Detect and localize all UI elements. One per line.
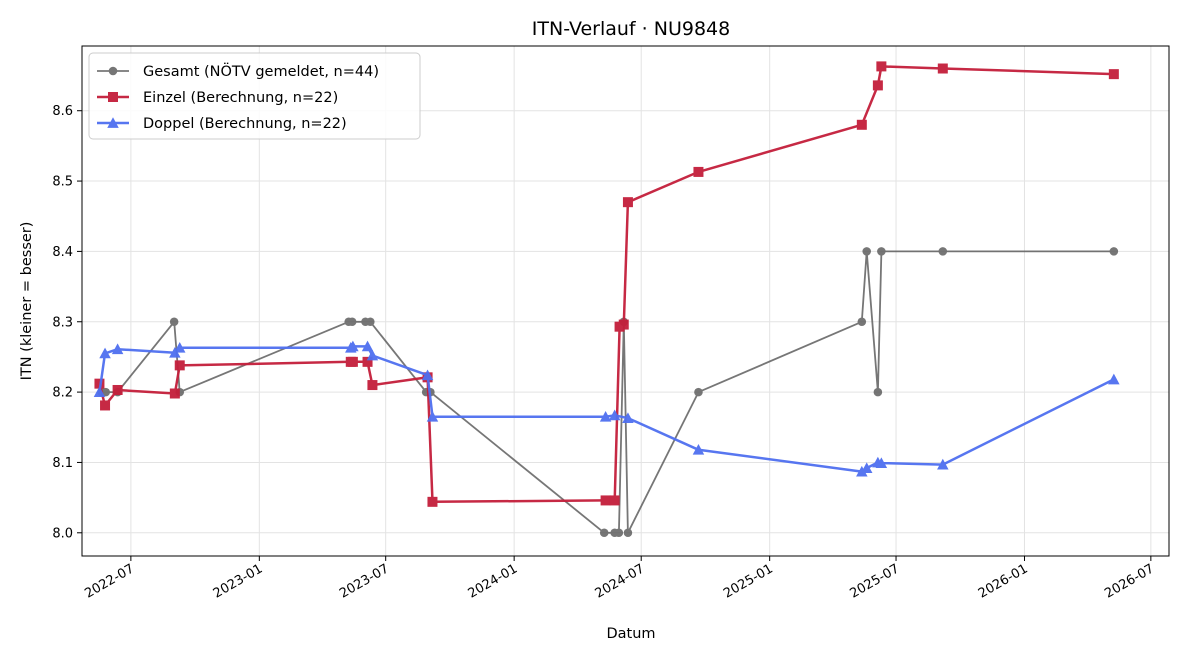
legend-item	[97, 66, 129, 76]
y-tick-label: 8.3	[52, 315, 73, 330]
data-point	[873, 387, 883, 397]
x-tick-label: 2023-07	[337, 561, 392, 601]
data-point	[100, 400, 111, 411]
data-point	[623, 528, 633, 538]
data-point	[600, 495, 611, 506]
data-point	[856, 465, 868, 477]
y-tick-label: 8.4	[52, 245, 73, 260]
data-point	[421, 369, 434, 381]
data-point	[367, 380, 378, 391]
legend-item	[97, 92, 129, 102]
x-tick-label: 2024-01	[466, 561, 521, 601]
y-axis: 8.0 8.1 8.2 8.3 8.4 8.5 8.6	[52, 104, 82, 541]
y-tick-label: 8.0	[52, 526, 73, 541]
data-point	[366, 349, 379, 361]
data-point	[366, 317, 375, 327]
data-point	[347, 340, 359, 352]
data-point	[426, 410, 439, 422]
data-point	[174, 360, 185, 371]
data-point	[937, 63, 948, 74]
data-point	[347, 317, 357, 327]
series-layer	[93, 61, 1120, 538]
data-point	[694, 387, 703, 397]
data-point	[692, 444, 705, 455]
data-point	[1108, 373, 1120, 385]
data-point	[169, 388, 180, 399]
data-point	[173, 342, 186, 353]
data-point	[614, 528, 624, 538]
data-point	[427, 496, 438, 507]
legend-marker	[108, 66, 118, 76]
y-tick-label: 8.2	[52, 386, 73, 401]
data-point	[362, 356, 373, 367]
x-tick-label: 2025-01	[721, 561, 776, 601]
data-point	[111, 343, 124, 355]
data-point	[93, 386, 106, 397]
x-axis: 2022-07 2023-01 2023-07 2024-01 2024-07 2025-…	[82, 556, 1157, 602]
legend: Gesamt (NÖTV gemeldet, n=44) Einzel (Bere…	[88, 52, 421, 140]
data-point	[877, 247, 886, 256]
x-tick-label: 2025-07	[847, 561, 902, 601]
data-point	[856, 119, 867, 130]
data-point	[860, 462, 873, 473]
x-axis-label: Datum	[606, 626, 655, 642]
data-point	[609, 495, 620, 506]
y-axis-label: ITN (kleiner = besser)	[19, 222, 35, 381]
legend-label: Doppel (Berechnung, n=22)	[143, 116, 347, 132]
data-point	[857, 317, 867, 327]
series-3	[93, 340, 1120, 477]
y-tick-label: 8.6	[52, 104, 73, 119]
data-point	[599, 528, 609, 538]
x-tick-label: 2024-07	[593, 561, 648, 601]
data-point	[99, 347, 111, 359]
data-point	[169, 317, 179, 327]
data-point	[622, 412, 634, 424]
data-point	[618, 319, 629, 330]
data-point	[622, 197, 633, 208]
chart-title: ITN-Verlauf · NU9848	[532, 18, 730, 40]
data-point	[938, 247, 948, 256]
series-2	[94, 61, 1119, 507]
y-tick-label: 8.5	[52, 175, 73, 190]
legend-item	[97, 117, 129, 128]
legend-label: Gesamt (NÖTV gemeldet, n=44)	[143, 62, 379, 80]
legend-marker	[108, 92, 118, 102]
data-point	[1109, 247, 1119, 256]
data-point	[599, 410, 612, 422]
data-point	[361, 340, 374, 352]
data-point	[347, 356, 358, 367]
data-point	[862, 247, 871, 256]
data-point	[937, 458, 949, 470]
x-tick-label: 2026-01	[976, 561, 1031, 601]
data-point	[608, 409, 621, 421]
data-point	[693, 166, 704, 177]
data-point	[1108, 69, 1119, 80]
data-point	[875, 457, 888, 469]
y-tick-label: 8.1	[52, 456, 73, 471]
x-tick-label: 2026-07	[1102, 561, 1157, 601]
data-point	[872, 80, 883, 91]
data-point	[112, 384, 123, 395]
series-line	[98, 65, 1114, 504]
x-tick-label: 2022-07	[82, 561, 137, 601]
legend-label: Einzel (Berechnung, n=22)	[143, 90, 338, 106]
data-point	[876, 61, 887, 72]
legend-marker	[107, 117, 119, 128]
plot-frame	[81, 45, 1170, 557]
legend-box	[88, 52, 421, 140]
x-tick-label: 2023-01	[211, 561, 266, 601]
